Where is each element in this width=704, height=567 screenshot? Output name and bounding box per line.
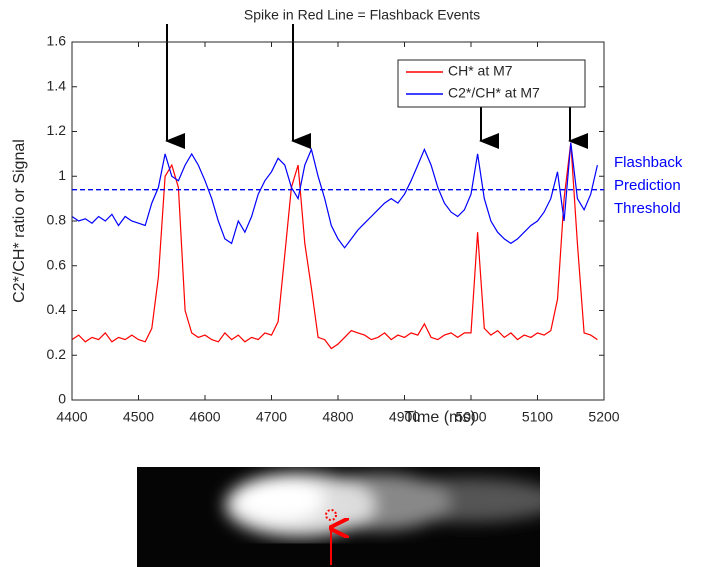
x-axis-label: Time (ms) xyxy=(404,409,475,426)
plot-lines xyxy=(72,142,598,350)
y-tick-label: 1.6 xyxy=(47,33,67,49)
y-tick-label: 1.4 xyxy=(47,77,67,93)
x-tick-label: 4400 xyxy=(56,409,87,425)
x-tick-label: 5100 xyxy=(522,409,553,425)
y-tick-label: 0.8 xyxy=(47,212,67,228)
inset-image xyxy=(137,467,540,567)
x-tick-label: 4700 xyxy=(256,409,287,425)
x-tick-label: 5200 xyxy=(588,409,619,425)
line xyxy=(72,142,598,249)
annotation-arrows xyxy=(165,24,588,149)
x-tick-label: 4800 xyxy=(322,409,353,425)
y-tick-label: 0.2 xyxy=(47,346,67,362)
y-tick-label: 0.4 xyxy=(47,301,67,317)
y-tick-label: 0.6 xyxy=(47,256,67,272)
y-tick-label: 1 xyxy=(58,167,66,183)
chart-title: Spike in Red Line = Flashback Events xyxy=(244,7,480,23)
x-tick-label: 4500 xyxy=(123,409,154,425)
threshold-label: Threshold xyxy=(614,200,681,217)
y-tick-label: 1.2 xyxy=(47,122,67,138)
y-axis-label: C2*/CH* ratio or Signal xyxy=(11,139,28,303)
legend-label: C2*/CH* at M7 xyxy=(448,85,540,101)
line xyxy=(72,142,598,350)
threshold-label: Flashback xyxy=(614,154,683,171)
threshold-label: Prediction xyxy=(614,177,681,194)
x-tick-label: 4600 xyxy=(189,409,220,425)
legend-box xyxy=(397,59,586,108)
y-tick-label: 0 xyxy=(58,391,66,407)
x-tick-label: 5000 xyxy=(455,409,486,425)
marker-circle xyxy=(325,509,337,521)
legend-label: CH* at M7 xyxy=(448,63,513,79)
x-tick-label: 4900 xyxy=(389,409,420,425)
